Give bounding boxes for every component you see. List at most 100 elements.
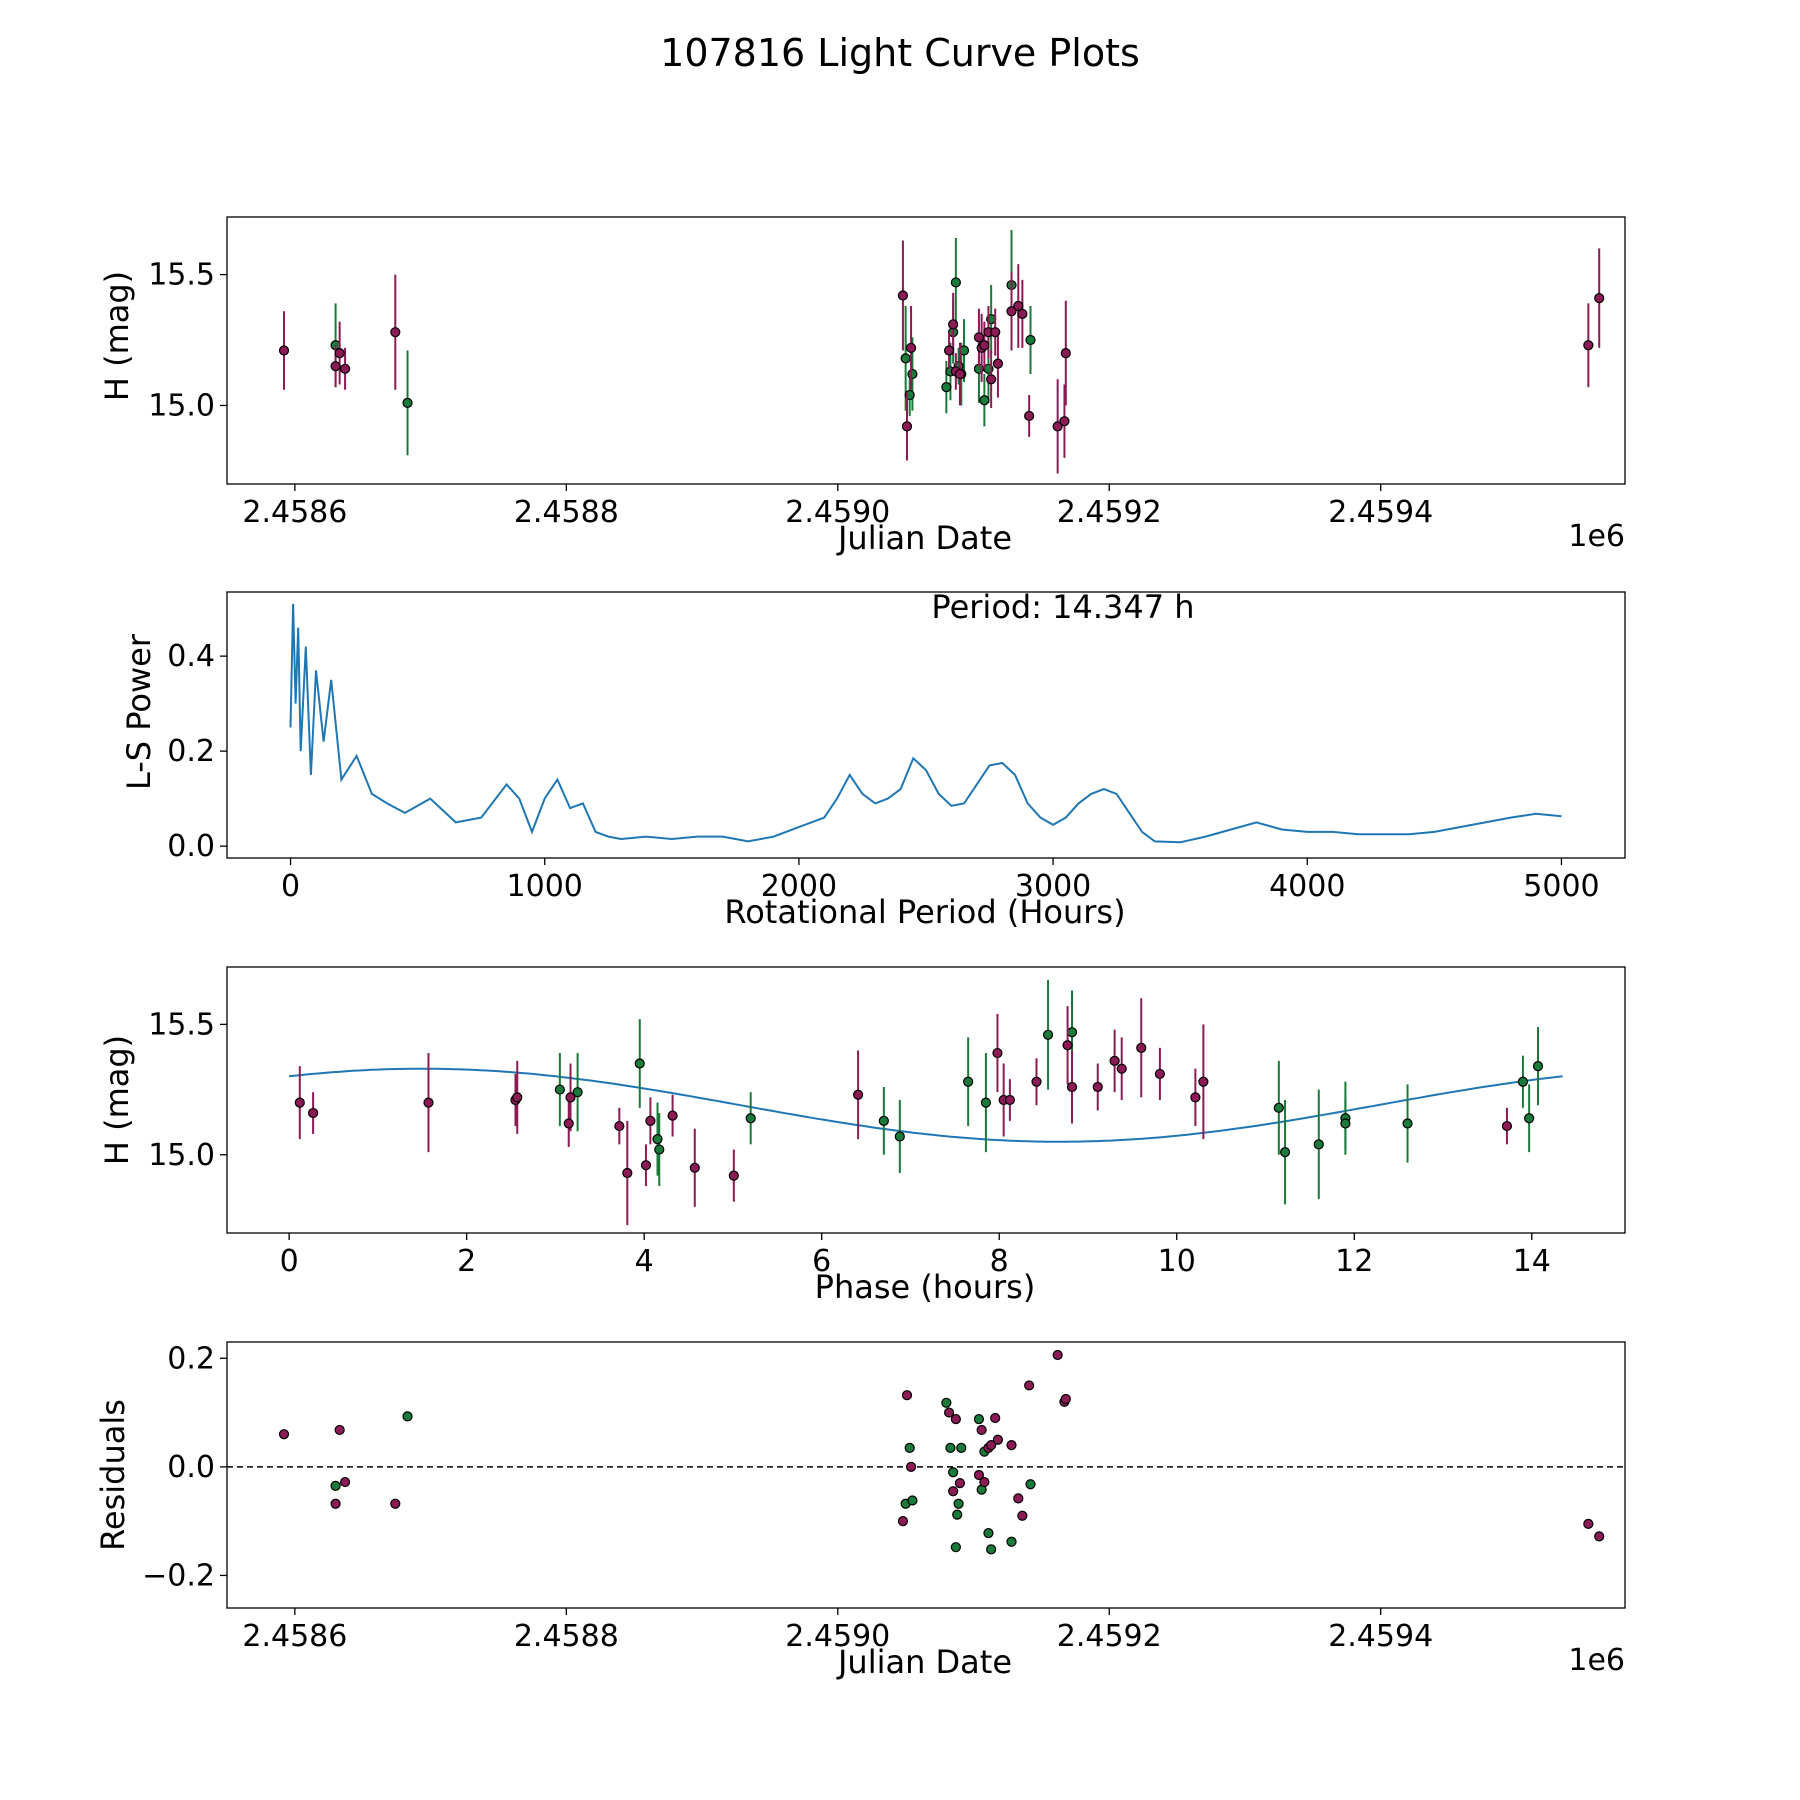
lightcurve-point-g xyxy=(1025,334,1036,346)
lightcurve-xlabel: Julian Date xyxy=(836,519,1012,557)
residuals-point-g xyxy=(1006,1536,1017,1547)
lightcurve-ylabel: H (mag) xyxy=(98,271,136,401)
phased-point-g xyxy=(1524,1113,1535,1124)
phased-point-r xyxy=(1062,1040,1073,1051)
lightcurve-point-r xyxy=(334,348,345,359)
lightcurve-point-r xyxy=(1594,293,1605,304)
lightcurve-axes-frame xyxy=(226,216,1626,485)
phased-point-g xyxy=(1273,1102,1284,1113)
periodogram-xtick-label: 3000 xyxy=(1015,869,1091,904)
residuals-point-r xyxy=(979,1476,990,1488)
residuals-point-g xyxy=(948,1467,959,1478)
residuals-point-r xyxy=(897,1516,909,1527)
phased-xtick-label: 2 xyxy=(457,1244,476,1279)
lightcurve-point-r xyxy=(1583,340,1594,351)
phased-point-r xyxy=(1198,1076,1209,1087)
phased-xtick-label: 12 xyxy=(1335,1244,1373,1279)
phased-point-g xyxy=(878,1115,889,1126)
phased-point-g xyxy=(1313,1139,1324,1150)
residuals-point-r xyxy=(905,1461,917,1472)
periodogram-ylabel: L-S Power xyxy=(120,633,158,790)
lightcurve-point-g xyxy=(402,397,413,408)
phased-panel: Phase (hours) H (mag) 0 2 4 6 8 10 12 14 15.0 15.… xyxy=(98,966,1626,1306)
residuals-point-r xyxy=(1024,1380,1035,1391)
periodogram-line xyxy=(289,603,1562,844)
lightcurve-point-r xyxy=(973,332,985,343)
phased-point-r xyxy=(565,1092,576,1103)
phased-point-g xyxy=(963,1076,974,1087)
lightcurve-point-r xyxy=(1006,306,1017,317)
residuals-point-r xyxy=(1017,1510,1028,1521)
phased-point-g xyxy=(1532,1060,1544,1072)
phased-point-r xyxy=(640,1160,652,1171)
phased-point-r xyxy=(1116,1063,1127,1074)
residuals-point-g xyxy=(1025,1479,1036,1490)
residuals-point-r xyxy=(1060,1393,1071,1405)
residuals-point-r xyxy=(339,1476,351,1488)
residuals-point-r xyxy=(992,1434,1004,1445)
phased-point-r xyxy=(307,1107,319,1119)
phased-xtick-label: 6 xyxy=(812,1244,831,1279)
periodogram-ytick-label: 0.4 xyxy=(167,639,215,674)
periodogram-ytick-label: 0.2 xyxy=(167,734,215,769)
phased-ytick-label: 15.0 xyxy=(148,1138,215,1173)
residuals-point-g xyxy=(941,1397,952,1408)
lightcurve-ytick-label: 15.5 xyxy=(148,258,215,293)
residuals-point-g xyxy=(945,1442,956,1453)
residuals-point-g xyxy=(907,1495,918,1506)
lightcurve-xtick-label: 2.4592 xyxy=(1057,495,1162,530)
lightcurve-point-r xyxy=(943,345,955,356)
lightcurve-point-g xyxy=(979,395,990,406)
residuals-point-r xyxy=(334,1424,345,1436)
phased-xtick-label: 8 xyxy=(990,1244,1009,1279)
residuals-point-r xyxy=(986,1440,997,1451)
lightcurve-panel: Julian Date H (mag) 1e6 2.4586 2.4588 2.45… xyxy=(98,216,1626,557)
residuals-ytick-label: 0.0 xyxy=(167,1450,215,1485)
residuals-point-r xyxy=(973,1469,985,1481)
residuals-point-r xyxy=(1013,1493,1024,1504)
lightcurve-point-g xyxy=(900,353,911,364)
phased-point-r xyxy=(852,1089,864,1100)
residuals-point-g xyxy=(983,1527,994,1539)
lightcurve-point-r xyxy=(897,290,909,301)
phased-point-r xyxy=(1109,1055,1120,1066)
residuals-point-r xyxy=(901,1390,913,1401)
lightcurve-point-r xyxy=(986,374,997,385)
lightcurve-point-r xyxy=(1013,300,1024,312)
phased-point-r xyxy=(1031,1076,1042,1087)
lightcurve-point-g xyxy=(941,382,952,393)
lightcurve-xtick-label: 2.4590 xyxy=(785,495,890,530)
lightcurve-point-r xyxy=(1024,410,1035,422)
residuals-xtick-label: 2.4588 xyxy=(514,1619,619,1654)
phased-point-g xyxy=(1517,1076,1529,1087)
residuals-point-g xyxy=(956,1442,967,1453)
phased-point-g xyxy=(572,1087,583,1098)
lightcurve-point-r xyxy=(979,340,990,351)
periodogram-xtick-label: 0 xyxy=(281,869,300,904)
residuals-point-g xyxy=(953,1498,964,1509)
residuals-point-r xyxy=(950,1413,961,1425)
lightcurve-point-r xyxy=(992,358,1004,369)
phased-point-r xyxy=(728,1170,739,1181)
residuals-xtick-label: 2.4594 xyxy=(1328,1619,1433,1654)
phased-point-r xyxy=(689,1162,700,1173)
lightcurve-point-r xyxy=(901,421,913,432)
phased-point-g xyxy=(1279,1147,1291,1158)
periodogram-xtick-label: 1000 xyxy=(507,869,583,904)
residuals-point-g xyxy=(952,1509,963,1520)
phased-point-g xyxy=(894,1131,905,1142)
residuals-point-g xyxy=(330,1480,341,1491)
lightcurve-xtick-label: 2.4588 xyxy=(514,495,619,530)
residuals-point-r xyxy=(1006,1440,1017,1451)
phased-xtick-label: 0 xyxy=(280,1244,299,1279)
residuals-point-g xyxy=(402,1411,413,1422)
lightcurve-point-r xyxy=(278,345,290,356)
residuals-point-r xyxy=(390,1498,401,1509)
phased-point-r xyxy=(563,1118,574,1129)
phased-point-r xyxy=(1190,1092,1201,1103)
residuals-xtick-label: 2.4586 xyxy=(242,1619,347,1654)
residuals-point-r xyxy=(278,1429,290,1440)
phased-point-r xyxy=(1066,1081,1078,1093)
phased-point-r xyxy=(1004,1094,1015,1106)
phased-point-g xyxy=(1402,1118,1413,1129)
